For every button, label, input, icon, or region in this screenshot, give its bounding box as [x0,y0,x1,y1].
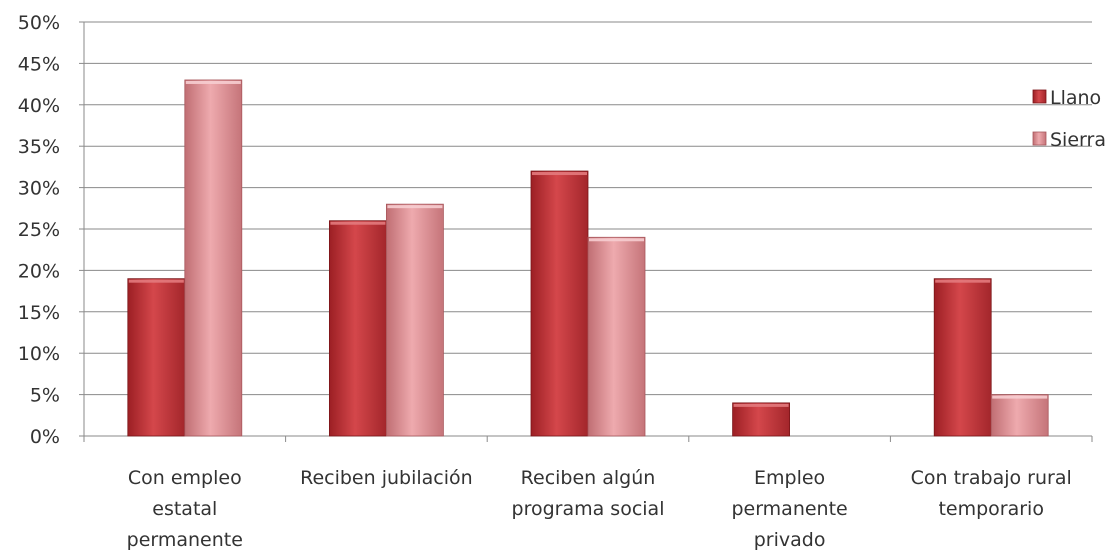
x-category-label: Empleo [754,467,825,489]
bar-sierra [385,203,444,437]
legend-label-llano: Llano [1050,87,1101,109]
x-category-label: Con empleo [128,467,242,489]
y-tick-label: 35% [18,136,60,158]
y-tick-label: 10% [18,343,60,365]
bar-highlight [733,403,789,407]
y-tick-label: 40% [18,95,60,117]
bar-sierra [184,79,243,437]
y-tick-label: 0% [30,426,60,448]
x-category-label: privado [754,529,826,551]
x-category-label: Con trabajo rural [911,467,1072,489]
y-tick-label: 5% [30,385,60,407]
x-category-label: programa social [512,498,665,520]
legend: Llano Sierra [1032,87,1106,151]
x-category-label: Reciben jubilación [300,467,473,489]
y-tick-label: 25% [18,219,60,241]
bar-llano [732,402,790,437]
bar-highlight [589,238,644,242]
x-category-label: Reciben algún [521,467,656,489]
bar-llano [530,170,589,437]
legend-swatch-llano [1032,89,1047,104]
y-tick-label: 45% [18,53,60,75]
legend-swatch-sierra [1032,131,1047,146]
bar-highlight [128,279,184,283]
bars [127,79,1049,437]
y-tick-label: 30% [18,178,60,200]
x-category-label: temporario [938,498,1044,520]
bar-highlight [532,172,587,176]
legend-label-sierra: Sierra [1050,129,1106,151]
bar-highlight [992,395,1048,399]
bar-sierra [587,236,646,437]
x-category-label: permanente [731,498,847,520]
bar-llano [933,278,992,437]
bar-llano [127,278,186,437]
x-category-label: estatal [152,498,217,520]
bar-highlight [185,80,241,84]
y-axis-tick-labels: 0% 5% 10% 15% 20% 25% 30% 35% 40% 45% 50% [18,12,60,448]
y-tick-label: 20% [18,260,60,282]
bar-highlight [935,279,991,283]
bar-highlight [330,221,386,225]
bar-llano [328,220,387,437]
y-tick-label: 50% [18,12,60,34]
bar-sierra [990,394,1049,437]
x-category-label: permanente [127,529,243,551]
x-axis-category-labels: Con empleo estatal permanente Reciben jubil… [127,467,1072,551]
bar-highlight [387,205,443,209]
y-tick-label: 15% [18,302,60,324]
